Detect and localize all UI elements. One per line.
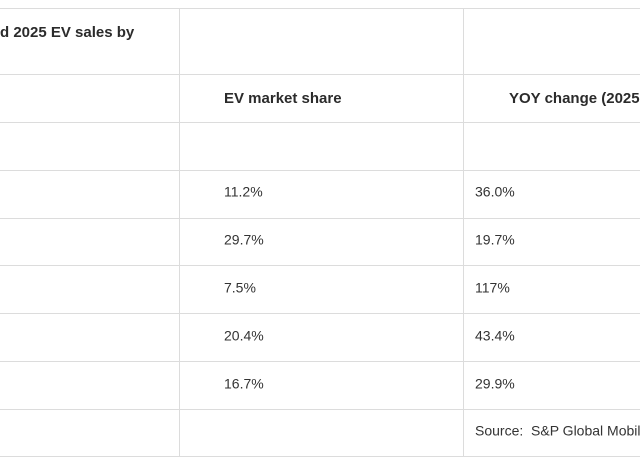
cell: 29.9%	[475, 376, 515, 392]
cell: 20.4%	[224, 328, 264, 344]
cell: 19.7%	[475, 232, 515, 248]
cell: 7.5%	[224, 280, 256, 296]
column-header: YOY change (2025	[509, 90, 640, 107]
grid	[0, 8, 640, 457]
cell: 16.7%	[224, 376, 264, 392]
cell: 11.2%	[224, 184, 263, 200]
cell: 36.0%	[475, 184, 515, 200]
column-header: EV market share	[224, 90, 342, 107]
cell: 43.4%	[475, 328, 515, 344]
source-note: Source: S&P Global Mobili	[475, 423, 640, 439]
cell: 29.7%	[224, 232, 264, 248]
table-title: d 2025 EV sales by	[0, 24, 135, 41]
cell: 117%	[475, 280, 510, 296]
